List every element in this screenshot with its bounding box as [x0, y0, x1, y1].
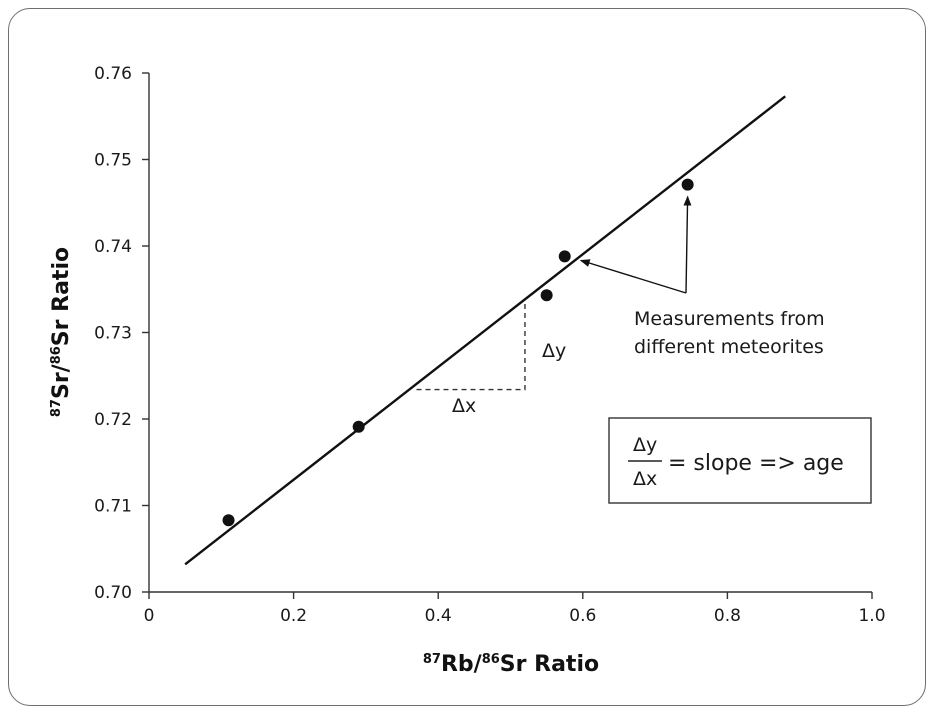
x-axis-title-part2: Sr Ratio — [500, 652, 599, 677]
chart-frame — [8, 8, 926, 706]
data-point — [558, 250, 571, 263]
x-axis-title: 87Rb/86Sr Ratio — [423, 652, 599, 677]
y-tick-label: 0.74 — [94, 237, 132, 257]
equation-rest: = slope => age — [668, 451, 844, 476]
y-axis-title-sup1: 87 — [49, 399, 64, 417]
delta-guide-dashed — [416, 303, 526, 391]
annotation-arrow-up — [683, 195, 692, 294]
x-axis-title-part1: Rb/ — [441, 652, 483, 677]
axes — [148, 73, 872, 593]
y-tick-label: 0.70 — [94, 583, 132, 603]
x-tick-label: 0.2 — [280, 606, 307, 626]
measurements-label-line2: different meteorites — [634, 336, 824, 358]
y-tick-label: 0.73 — [94, 324, 132, 344]
regression-line — [184, 95, 786, 566]
y-tick-label: 0.72 — [94, 410, 132, 430]
y-axis-title: 87Sr/86Sr Ratio — [49, 247, 74, 417]
data-point — [222, 514, 235, 527]
x-axis-title-sup2: 86 — [482, 652, 500, 667]
slope-equation-box: Δy Δx = slope => age — [608, 417, 872, 504]
x-axis-ticks: 0 0.2 0.4 0.6 0.8 1.0 — [144, 592, 886, 626]
measurements-label-line1: Measurements from — [634, 308, 825, 330]
x-tick-label: 0 — [144, 606, 155, 626]
data-point — [352, 420, 365, 433]
x-tick-label: 1.0 — [858, 606, 885, 626]
y-tick-label: 0.71 — [94, 497, 132, 517]
x-tick-label: 0.6 — [569, 606, 596, 626]
y-axis-ticks: 0.70 0.71 0.72 0.73 0.74 0.75 0.76 — [94, 64, 149, 603]
equation-numerator: Δy — [633, 434, 657, 456]
annotation-arrow-left — [579, 259, 687, 294]
y-tick-label: 0.75 — [94, 151, 132, 171]
y-axis-title-part2: Sr Ratio — [49, 247, 74, 346]
y-axis-title-sup2: 86 — [49, 346, 64, 364]
x-axis-title-sup1: 87 — [423, 652, 441, 667]
equation-denominator: Δx — [633, 468, 657, 490]
data-point — [540, 289, 553, 302]
data-point — [681, 178, 694, 191]
delta-x-label: Δx — [452, 395, 476, 417]
x-tick-label: 0.8 — [714, 606, 741, 626]
y-axis-title-part1: Sr/ — [49, 363, 74, 399]
x-tick-label: 0.4 — [425, 606, 452, 626]
delta-y-label: Δy — [542, 340, 566, 362]
data-points — [222, 178, 694, 527]
y-tick-label: 0.76 — [94, 64, 132, 84]
